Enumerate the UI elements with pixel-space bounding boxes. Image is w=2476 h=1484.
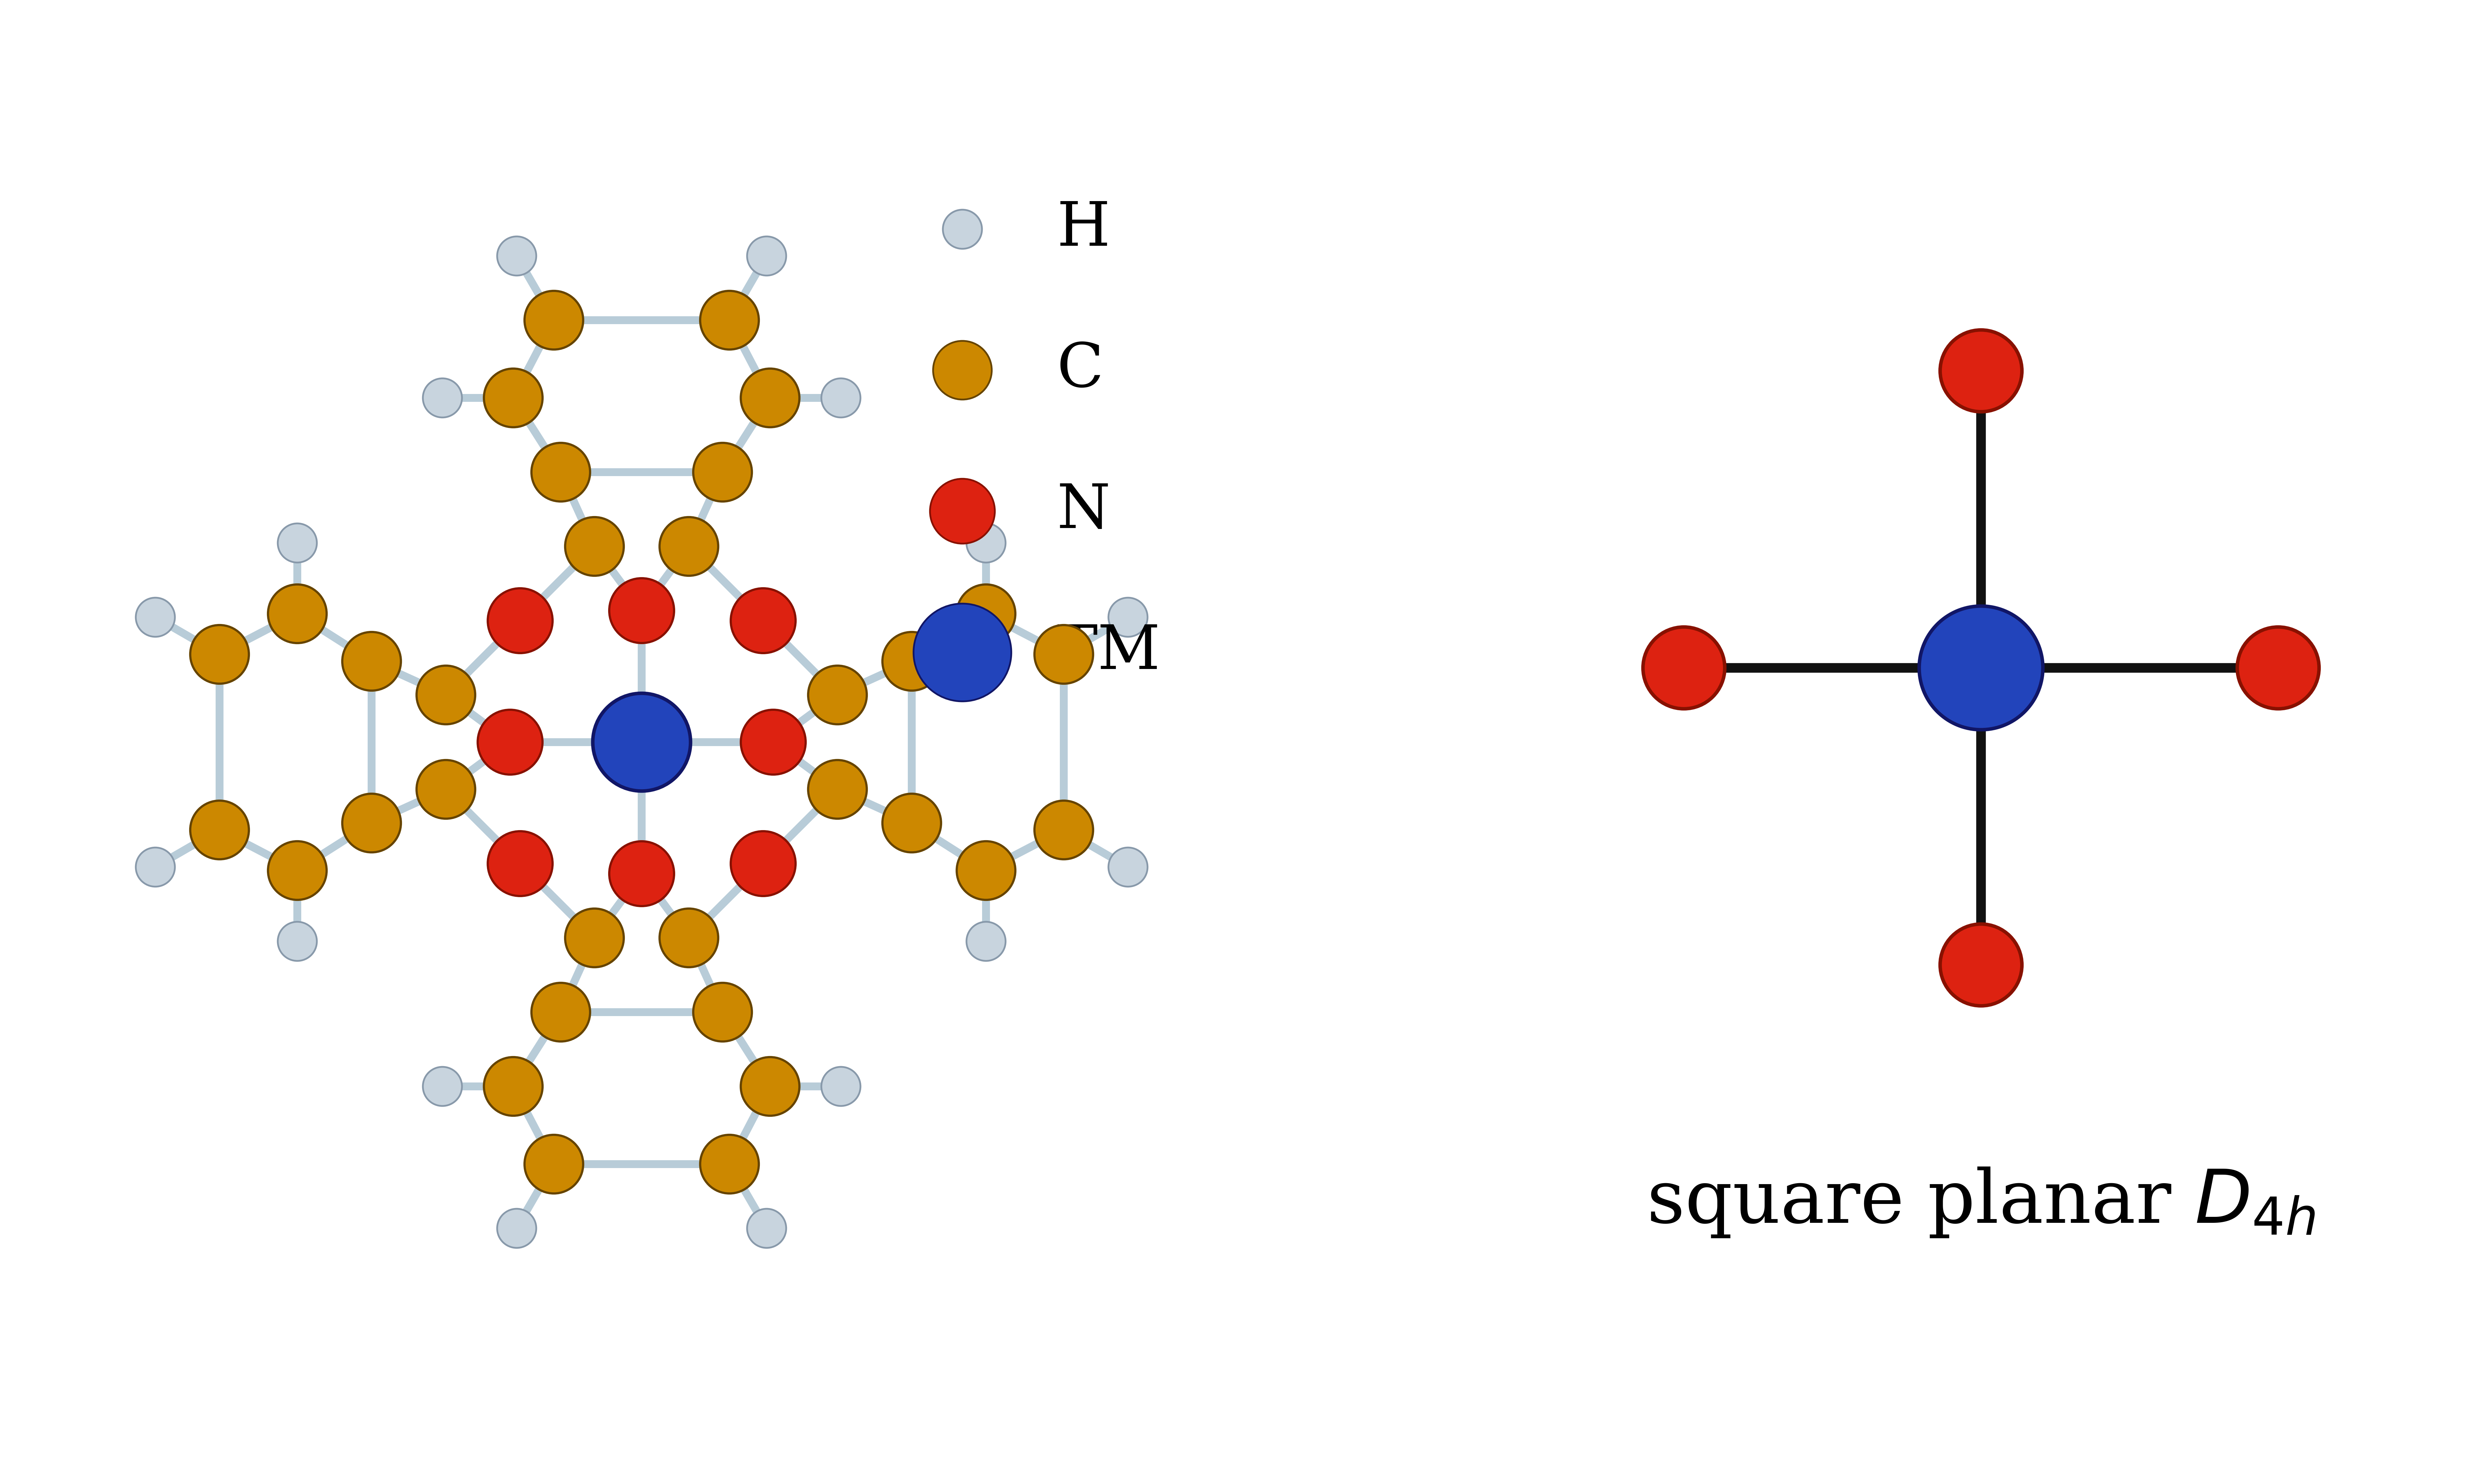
Point — [669, 534, 708, 558]
Text: TM: TM — [1057, 622, 1161, 683]
Point — [423, 1074, 463, 1098]
Point — [817, 683, 857, 706]
Point — [136, 605, 176, 629]
Point — [966, 858, 1005, 881]
Point — [750, 386, 790, 410]
Point — [498, 243, 537, 267]
Text: H: H — [1057, 199, 1109, 258]
Point — [891, 812, 931, 835]
Point — [1107, 605, 1146, 629]
Point — [621, 598, 661, 622]
Point — [574, 926, 614, 950]
Point — [535, 1152, 574, 1175]
Point — [574, 534, 614, 558]
Point — [201, 643, 240, 666]
Point — [490, 730, 530, 754]
Point — [966, 929, 1005, 953]
Text: N: N — [1057, 481, 1109, 540]
Point — [743, 852, 782, 876]
Point — [2258, 656, 2298, 680]
Point — [966, 603, 1005, 626]
Point — [493, 1074, 532, 1098]
Point — [1107, 855, 1146, 879]
Point — [426, 683, 465, 706]
Point — [1664, 656, 1703, 680]
Point — [748, 243, 787, 267]
Point — [703, 1000, 743, 1024]
Text: C: C — [1057, 340, 1104, 399]
Point — [493, 386, 532, 410]
Point — [500, 852, 540, 876]
Point — [822, 1074, 862, 1098]
Point — [966, 531, 1005, 555]
Point — [277, 929, 317, 953]
Point — [136, 855, 176, 879]
Point — [943, 640, 983, 663]
Point — [277, 603, 317, 626]
Point — [943, 217, 983, 240]
Point — [621, 862, 661, 886]
Point — [426, 778, 465, 801]
Point — [535, 309, 574, 332]
Point — [748, 1217, 787, 1241]
Point — [540, 460, 579, 484]
Point — [822, 386, 862, 410]
Point — [669, 926, 708, 950]
Point — [891, 649, 931, 672]
Point — [1045, 818, 1084, 841]
Point — [352, 812, 391, 835]
Point — [1961, 359, 2001, 383]
Point — [277, 531, 317, 555]
Point — [817, 778, 857, 801]
Point — [500, 608, 540, 632]
Point — [540, 1000, 579, 1024]
Point — [1961, 656, 2001, 680]
Point — [277, 858, 317, 881]
Point — [352, 649, 391, 672]
Point — [201, 818, 240, 841]
Point — [750, 1074, 790, 1098]
Point — [753, 730, 792, 754]
Point — [711, 1152, 750, 1175]
Point — [498, 1217, 537, 1241]
Point — [711, 309, 750, 332]
Point — [703, 460, 743, 484]
Point — [943, 358, 983, 381]
Point — [1961, 953, 2001, 976]
Point — [423, 386, 463, 410]
Text: square planar $D_{4h}$: square planar $D_{4h}$ — [1647, 1166, 2315, 1239]
Point — [1045, 643, 1084, 666]
Point — [943, 499, 983, 522]
Point — [743, 608, 782, 632]
Point — [621, 730, 661, 754]
